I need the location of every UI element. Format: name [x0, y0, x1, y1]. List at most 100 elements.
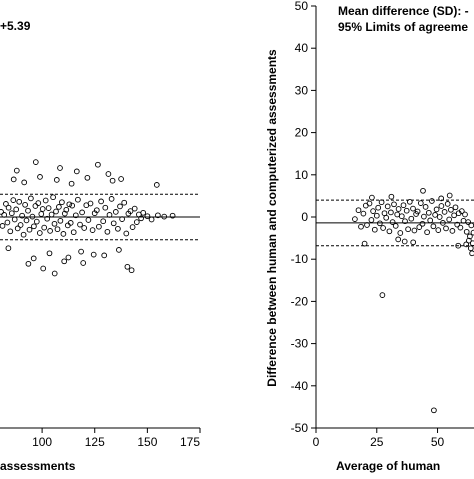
left-point-104: [106, 172, 111, 177]
left-point-112: [6, 246, 11, 251]
right-x-tick-label-1: 25: [370, 435, 384, 449]
left-point-69: [113, 210, 118, 215]
right-annotation-line1: Mean difference (SD): -: [338, 4, 469, 18]
left-point-26: [37, 231, 42, 236]
left-point-70: [116, 226, 121, 231]
left-point-53: [80, 210, 85, 215]
left-point-109: [66, 255, 71, 260]
left-point-116: [81, 261, 86, 266]
left-annotation: +5.39: [0, 19, 31, 33]
right-point-34: [412, 228, 417, 233]
right-point-70: [469, 223, 474, 228]
right-point-17: [385, 204, 390, 209]
left-point-17: [24, 218, 29, 223]
right-x-ticks: 0 25 50: [313, 428, 445, 449]
right-x-tick-label-2: 50: [431, 435, 445, 449]
left-point-24: [34, 219, 39, 224]
right-point-8: [371, 209, 376, 214]
left-point-8: [11, 198, 16, 203]
left-point-103: [129, 268, 134, 273]
right-point-30: [406, 227, 411, 232]
left-point-83: [145, 214, 150, 219]
left-point-1: [0, 224, 5, 229]
right-point-88: [396, 237, 401, 242]
left-point-96: [79, 249, 84, 254]
left-x-tick-label-3: 175: [180, 435, 200, 449]
left-point-48: [70, 203, 75, 208]
left-point-98: [96, 162, 101, 167]
right-point-32: [409, 216, 414, 221]
left-point-111: [91, 252, 96, 257]
right-point-86: [370, 195, 375, 200]
right-point-38: [418, 201, 423, 206]
right-point-44: [428, 218, 433, 223]
left-point-90: [31, 256, 36, 261]
right-point-60: [453, 205, 458, 210]
left-point-32: [46, 206, 51, 211]
right-point-33: [411, 206, 416, 211]
left-x-tick-label-2: 150: [137, 435, 157, 449]
right-point-3: [361, 211, 366, 216]
right-point-80: [432, 408, 437, 413]
left-point-34: [49, 212, 54, 217]
right-point-82: [447, 193, 452, 198]
left-point-100: [110, 178, 115, 183]
right-point-50: [437, 215, 442, 220]
left-point-64: [103, 205, 108, 210]
left-point-91: [38, 175, 43, 180]
left-point-58: [90, 228, 95, 233]
left-point-73: [122, 200, 127, 205]
right-y-axis-title: Difference between human and computerize…: [265, 49, 279, 387]
left-point-95: [69, 181, 74, 186]
right-point-57: [449, 207, 454, 212]
right-point-56: [447, 217, 452, 222]
left-point-82: [141, 210, 146, 215]
right-point-11: [376, 205, 381, 210]
left-point-52: [78, 222, 83, 227]
right-point-63: [458, 225, 463, 230]
left-point-107: [52, 271, 57, 276]
right-point-51: [439, 204, 444, 209]
left-point-6: [8, 229, 13, 234]
left-point-5: [6, 205, 11, 210]
left-point-110: [74, 169, 79, 174]
left-point-38: [55, 227, 60, 232]
left-point-20: [29, 196, 34, 201]
right-point-41: [423, 205, 428, 210]
left-point-39: [57, 205, 62, 210]
left-point-79: [134, 220, 139, 225]
left-point-105: [154, 183, 159, 188]
left-point-88: [14, 168, 19, 173]
right-point-83: [411, 240, 416, 245]
left-point-42: [61, 232, 66, 237]
right-point-26: [399, 214, 404, 219]
right-point-18: [387, 229, 392, 234]
left-point-106: [41, 266, 46, 271]
left-x-tick-label-0: 100: [32, 435, 52, 449]
right-point-45: [430, 199, 435, 204]
right-x-tick-label-0: 0: [313, 435, 320, 449]
right-point-6: [367, 201, 372, 206]
left-point-108: [33, 160, 38, 165]
right-point-42: [425, 230, 430, 235]
left-point-27: [39, 212, 44, 217]
right-point-77: [421, 188, 426, 193]
left-point-93: [54, 178, 59, 183]
right-point-9: [372, 227, 377, 232]
left-x-axis-title: assessments: [0, 459, 76, 473]
right-point-24: [396, 207, 401, 212]
right-point-54: [444, 226, 449, 231]
right-y-tick-label-10: -50: [291, 421, 309, 435]
right-point-15: [382, 211, 387, 216]
left-point-99: [102, 253, 107, 258]
left-point-97: [85, 175, 90, 180]
right-point-84: [389, 194, 394, 199]
left-point-46: [67, 202, 72, 207]
right-point-27: [401, 203, 406, 208]
left-point-28: [40, 207, 45, 212]
left-point-12: [17, 199, 22, 204]
left-point-40: [58, 218, 63, 223]
left-point-36: [52, 221, 57, 226]
left-point-56: [86, 218, 91, 223]
